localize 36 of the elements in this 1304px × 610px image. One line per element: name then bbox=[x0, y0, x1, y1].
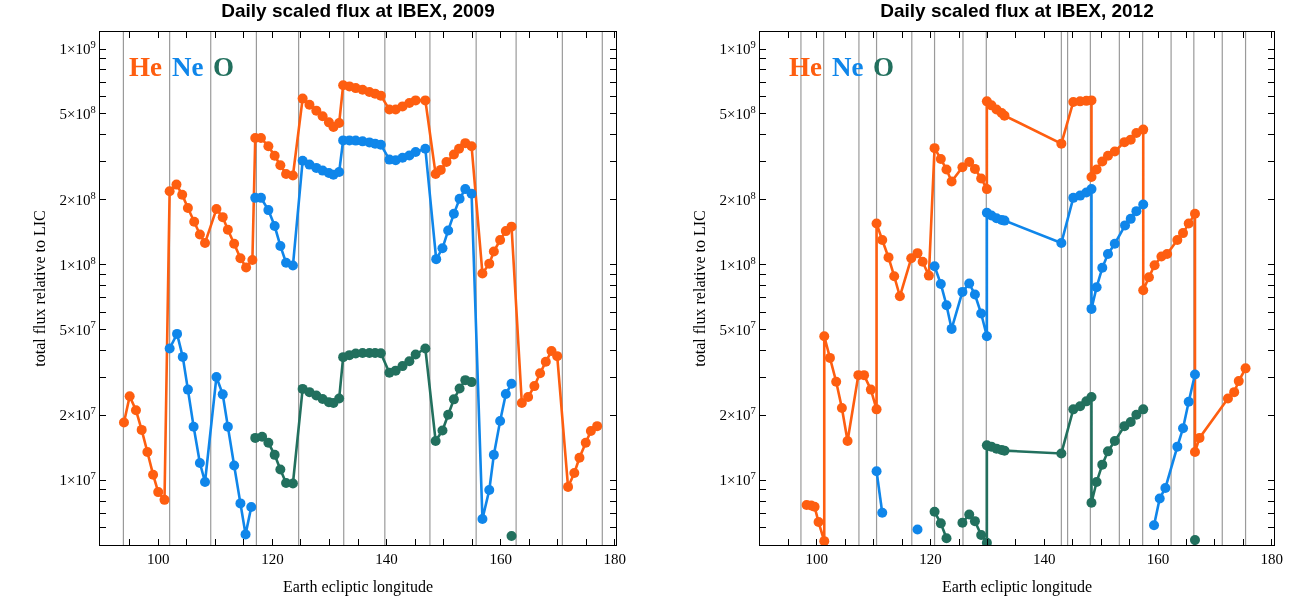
y-tick-label: 2×10$^{7}$ bbox=[59, 405, 96, 424]
y-tick-label: 2×10$^{7}$ bbox=[719, 405, 756, 424]
text: O bbox=[213, 52, 235, 82]
text: He bbox=[129, 52, 162, 82]
y-tick-label: 1×10$^{8}$ bbox=[719, 254, 756, 273]
x-tick-label: 100 bbox=[805, 551, 829, 568]
chart-title: Daily scaled flux at IBEX, 2012 bbox=[880, 0, 1154, 22]
y-tick-label: 1×10$^{7}$ bbox=[719, 470, 756, 489]
y-tick-label: 1×10$^{8}$ bbox=[59, 254, 96, 273]
y-tick-label: 2×10$^{8}$ bbox=[719, 189, 756, 208]
x-tick-label: 100 bbox=[146, 551, 170, 568]
x-tick-label: 180 bbox=[1260, 551, 1283, 568]
text: Ne bbox=[832, 52, 864, 82]
y-axis-title: total flux relative to LIC bbox=[690, 210, 708, 367]
y-tick-label: 5×10$^{8}$ bbox=[719, 103, 756, 123]
y-tick-label: 1×10$^{7}$ bbox=[59, 470, 96, 489]
chart-title: Daily scaled flux at IBEX, 2009 bbox=[221, 0, 495, 22]
x-axis-title: Earth ecliptic longitude bbox=[941, 577, 1093, 596]
y-tick-label: 5×10$^{7}$ bbox=[59, 319, 96, 338]
x-tick-label: 140 bbox=[375, 551, 398, 568]
y-tick-label: 1×10$^{9}$ bbox=[719, 39, 756, 58]
x-axis-title: Earth ecliptic longitude bbox=[282, 577, 434, 596]
x-tick-label: 120 bbox=[261, 551, 284, 568]
text: He bbox=[789, 52, 822, 82]
x-tick-label: 160 bbox=[489, 551, 512, 568]
text: O bbox=[873, 52, 895, 82]
x-tick-label: 140 bbox=[1033, 551, 1056, 568]
y-axis-title: total flux relative to LIC bbox=[30, 210, 48, 367]
y-tick-label: 5×10$^{7}$ bbox=[719, 319, 756, 338]
x-tick-label: 120 bbox=[919, 551, 942, 568]
x-tick-label: 160 bbox=[1146, 551, 1170, 568]
text: Ne bbox=[172, 52, 204, 82]
x-tick-label: 180 bbox=[603, 551, 627, 568]
y-tick-label: 1×10$^{9}$ bbox=[59, 39, 96, 58]
y-tick-label: 5×10$^{8}$ bbox=[59, 103, 96, 123]
y-tick-label: 2×10$^{8}$ bbox=[59, 189, 96, 208]
